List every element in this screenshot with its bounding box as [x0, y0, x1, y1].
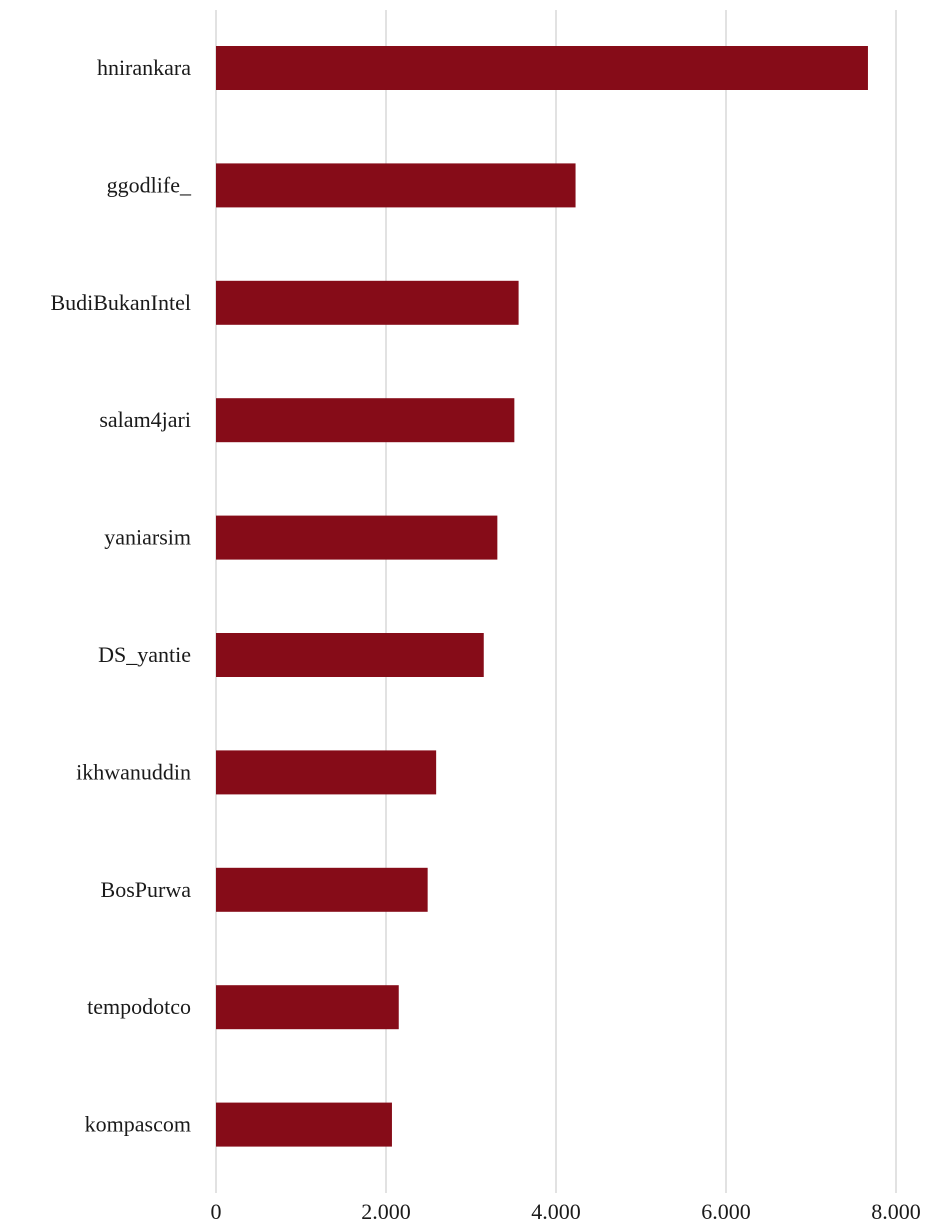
- category-label-hnirankara: hnirankara: [97, 55, 191, 80]
- x-tick-label-4: 8.000: [871, 1199, 921, 1224]
- bar-ikhwanuddin: [216, 750, 437, 795]
- bar-kompascom: [216, 1102, 392, 1147]
- x-tick-label-1: 2.000: [361, 1199, 411, 1224]
- category-label-kompascom: kompascom: [85, 1112, 191, 1137]
- x-tick-label-2: 4.000: [531, 1199, 581, 1224]
- x-tick-label-0: 0: [211, 1199, 222, 1224]
- category-label-tempodotco: tempodotco: [87, 994, 191, 1019]
- category-label-salam4jari: salam4jari: [99, 407, 191, 432]
- category-label-DS_yantie: DS_yantie: [98, 642, 191, 667]
- category-label-ikhwanuddin: ikhwanuddin: [76, 759, 191, 784]
- x-tick-label-3: 6.000: [701, 1199, 751, 1224]
- bar-BosPurwa: [216, 867, 428, 912]
- category-label-BudiBukanIntel: BudiBukanIntel: [50, 290, 191, 315]
- bar-salam4jari: [216, 398, 515, 443]
- bar-yaniarsim: [216, 515, 498, 560]
- bar-BudiBukanIntel: [216, 280, 519, 325]
- category-labels: hnirankara ggodlife_ BudiBukanIntel salam4j…: [50, 55, 192, 1137]
- category-label-BosPurwa: BosPurwa: [101, 877, 192, 902]
- bars: [216, 46, 868, 1147]
- category-label-yaniarsim: yaniarsim: [104, 525, 191, 550]
- bar-ggodlife_: [216, 163, 576, 208]
- bar-tempodotco: [216, 985, 399, 1030]
- category-label-ggodlife_: ggodlife_: [107, 172, 192, 197]
- x-axis-tick-labels: 0 2.000 4.000 6.000 8.000: [211, 1199, 921, 1224]
- bar-DS_yantie: [216, 633, 484, 677]
- bar-hnirankara: [216, 46, 868, 90]
